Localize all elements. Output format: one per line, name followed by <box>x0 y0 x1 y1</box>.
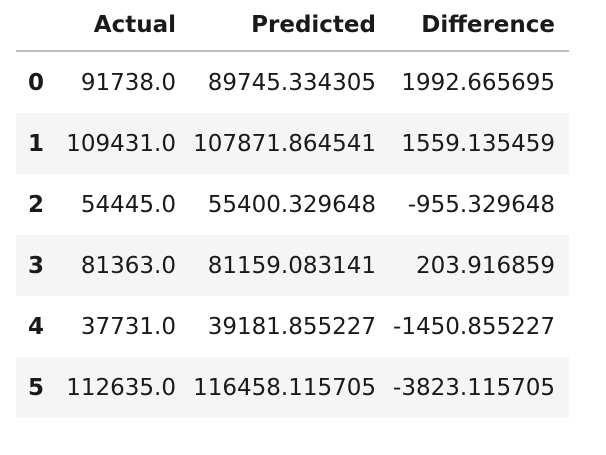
column-header-predicted: Predicted <box>190 0 390 52</box>
table-row: 2 54445.0 55400.329648 -955.329648 <box>16 174 569 235</box>
row-index: 5 <box>27 374 44 401</box>
table-row: 0 91738.0 89745.334305 1992.665695 <box>16 51 569 113</box>
cell-predicted: 89745.334305 <box>207 69 376 96</box>
cell-difference: -1450.855227 <box>393 313 555 340</box>
cell-actual: 54445.0 <box>80 191 176 218</box>
cell-actual: 112635.0 <box>66 374 176 401</box>
row-index: 4 <box>27 313 44 340</box>
table-header: Actual Predicted Difference <box>16 0 569 52</box>
cell-predicted: 107871.864541 <box>193 130 376 157</box>
cell-difference: 1992.665695 <box>401 69 555 96</box>
row-index: 3 <box>27 252 44 279</box>
column-header-difference: Difference <box>390 0 569 52</box>
cell-difference: -3823.115705 <box>393 374 555 401</box>
cell-difference: 1559.135459 <box>401 130 555 157</box>
cell-actual: 81363.0 <box>80 252 176 279</box>
table-body: 0 91738.0 89745.334305 1992.665695 1 109… <box>16 51 569 418</box>
table-row: 3 81363.0 81159.083141 203.916859 <box>16 235 569 296</box>
cell-predicted: 81159.083141 <box>207 252 376 279</box>
cell-predicted: 39181.855227 <box>207 313 376 340</box>
cell-actual: 91738.0 <box>80 69 176 96</box>
table-row: 5 112635.0 116458.115705 -3823.115705 <box>16 357 569 418</box>
cell-actual: 37731.0 <box>80 313 176 340</box>
dataframe-output: Actual Predicted Difference 0 91738.0 89… <box>16 0 569 418</box>
row-index: 0 <box>27 69 44 96</box>
cell-predicted: 116458.115705 <box>193 374 376 401</box>
cell-predicted: 55400.329648 <box>207 191 376 218</box>
dataframe-table: Actual Predicted Difference 0 91738.0 89… <box>16 0 569 418</box>
cell-difference: 203.916859 <box>415 252 555 279</box>
row-index: 2 <box>27 191 44 218</box>
cell-actual: 109431.0 <box>66 130 176 157</box>
table-row: 1 109431.0 107871.864541 1559.135459 <box>16 113 569 174</box>
column-header-actual: Actual <box>64 0 190 52</box>
index-header <box>16 0 64 52</box>
cell-difference: -955.329648 <box>407 191 555 218</box>
table-row: 4 37731.0 39181.855227 -1450.855227 <box>16 296 569 357</box>
row-index: 1 <box>27 130 44 157</box>
header-row: Actual Predicted Difference <box>16 0 569 52</box>
